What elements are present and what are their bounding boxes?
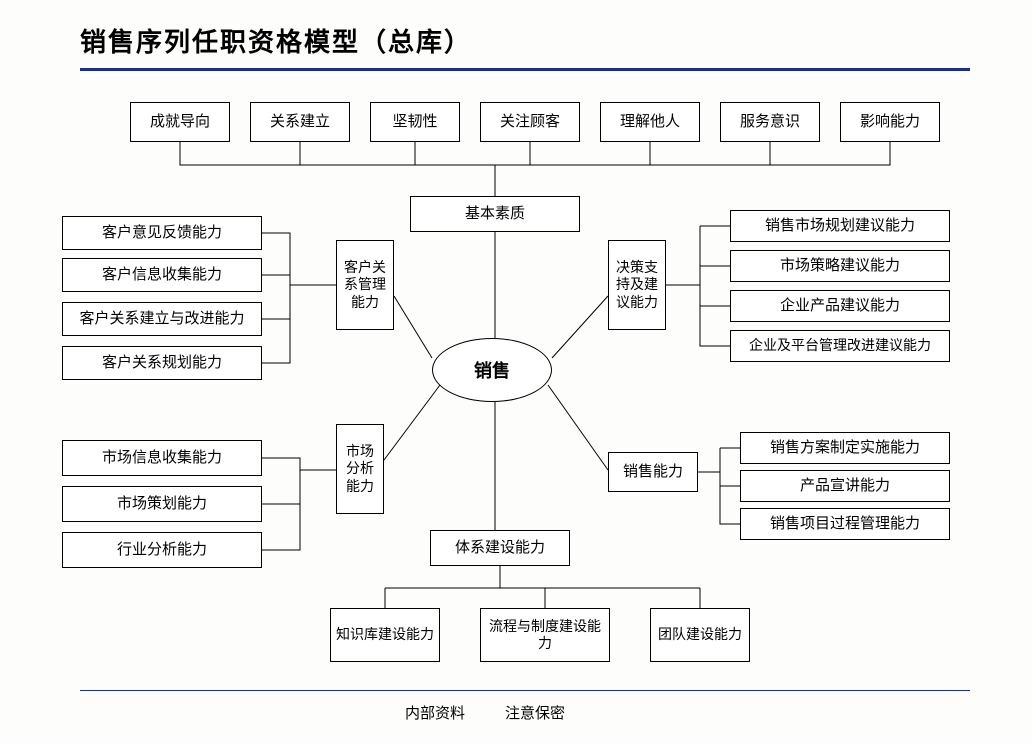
node-sale3: 销售项目过程管理能力 — [740, 508, 950, 540]
node-t1: 成就导向 — [130, 102, 230, 142]
node-t2: 关系建立 — [250, 102, 350, 142]
node-dec1: 销售市场规划建议能力 — [730, 210, 950, 242]
node-t5: 理解他人 — [600, 102, 700, 142]
node-sys3: 团队建设能力 — [650, 608, 750, 662]
node-crm4: 客户关系规划能力 — [62, 346, 262, 380]
node-mkt1: 市场信息收集能力 — [62, 440, 262, 476]
node-sys1: 知识库建设能力 — [330, 608, 440, 662]
node-sale1: 销售方案制定实施能力 — [740, 432, 950, 464]
node-dec4: 企业及平台管理改进建议能力 — [730, 330, 950, 362]
node-t7: 影响能力 — [840, 102, 940, 142]
footer-right: 注意保密 — [505, 702, 565, 723]
node-dec3: 企业产品建议能力 — [730, 290, 950, 322]
node-t4: 关注顾客 — [480, 102, 580, 142]
node-mkt3: 行业分析能力 — [62, 532, 262, 568]
node-sys: 体系建设能力 — [430, 530, 570, 566]
node-t6: 服务意识 — [720, 102, 820, 142]
node-mkt: 市场分析能力 — [336, 424, 384, 514]
node-dec: 决策支持及建议能力 — [608, 240, 666, 330]
page-title: 销售序列任职资格模型（总库） — [80, 22, 472, 59]
node-sale: 销售能力 — [608, 452, 698, 492]
node-core: 销售 — [432, 338, 552, 402]
node-sale2: 产品宣讲能力 — [740, 470, 950, 502]
node-crm: 客户关系管理能力 — [336, 240, 394, 330]
divider — [80, 68, 970, 71]
node-crm3: 客户关系建立与改进能力 — [62, 302, 262, 336]
node-basic: 基本素质 — [410, 196, 580, 232]
divider — [80, 690, 970, 691]
node-mkt2: 市场策划能力 — [62, 486, 262, 522]
node-dec2: 市场策略建议能力 — [730, 250, 950, 282]
node-crm2: 客户信息收集能力 — [62, 258, 262, 292]
node-t3: 坚韧性 — [370, 102, 460, 142]
node-sys2: 流程与制度建设能力 — [480, 608, 610, 662]
page: 销售序列任职资格模型（总库） 成就导向关系建立坚韧性关注顾客理解他人服务意识影响… — [0, 0, 1032, 743]
footer-left: 内部资料 — [405, 702, 465, 723]
node-crm1: 客户意见反馈能力 — [62, 216, 262, 250]
